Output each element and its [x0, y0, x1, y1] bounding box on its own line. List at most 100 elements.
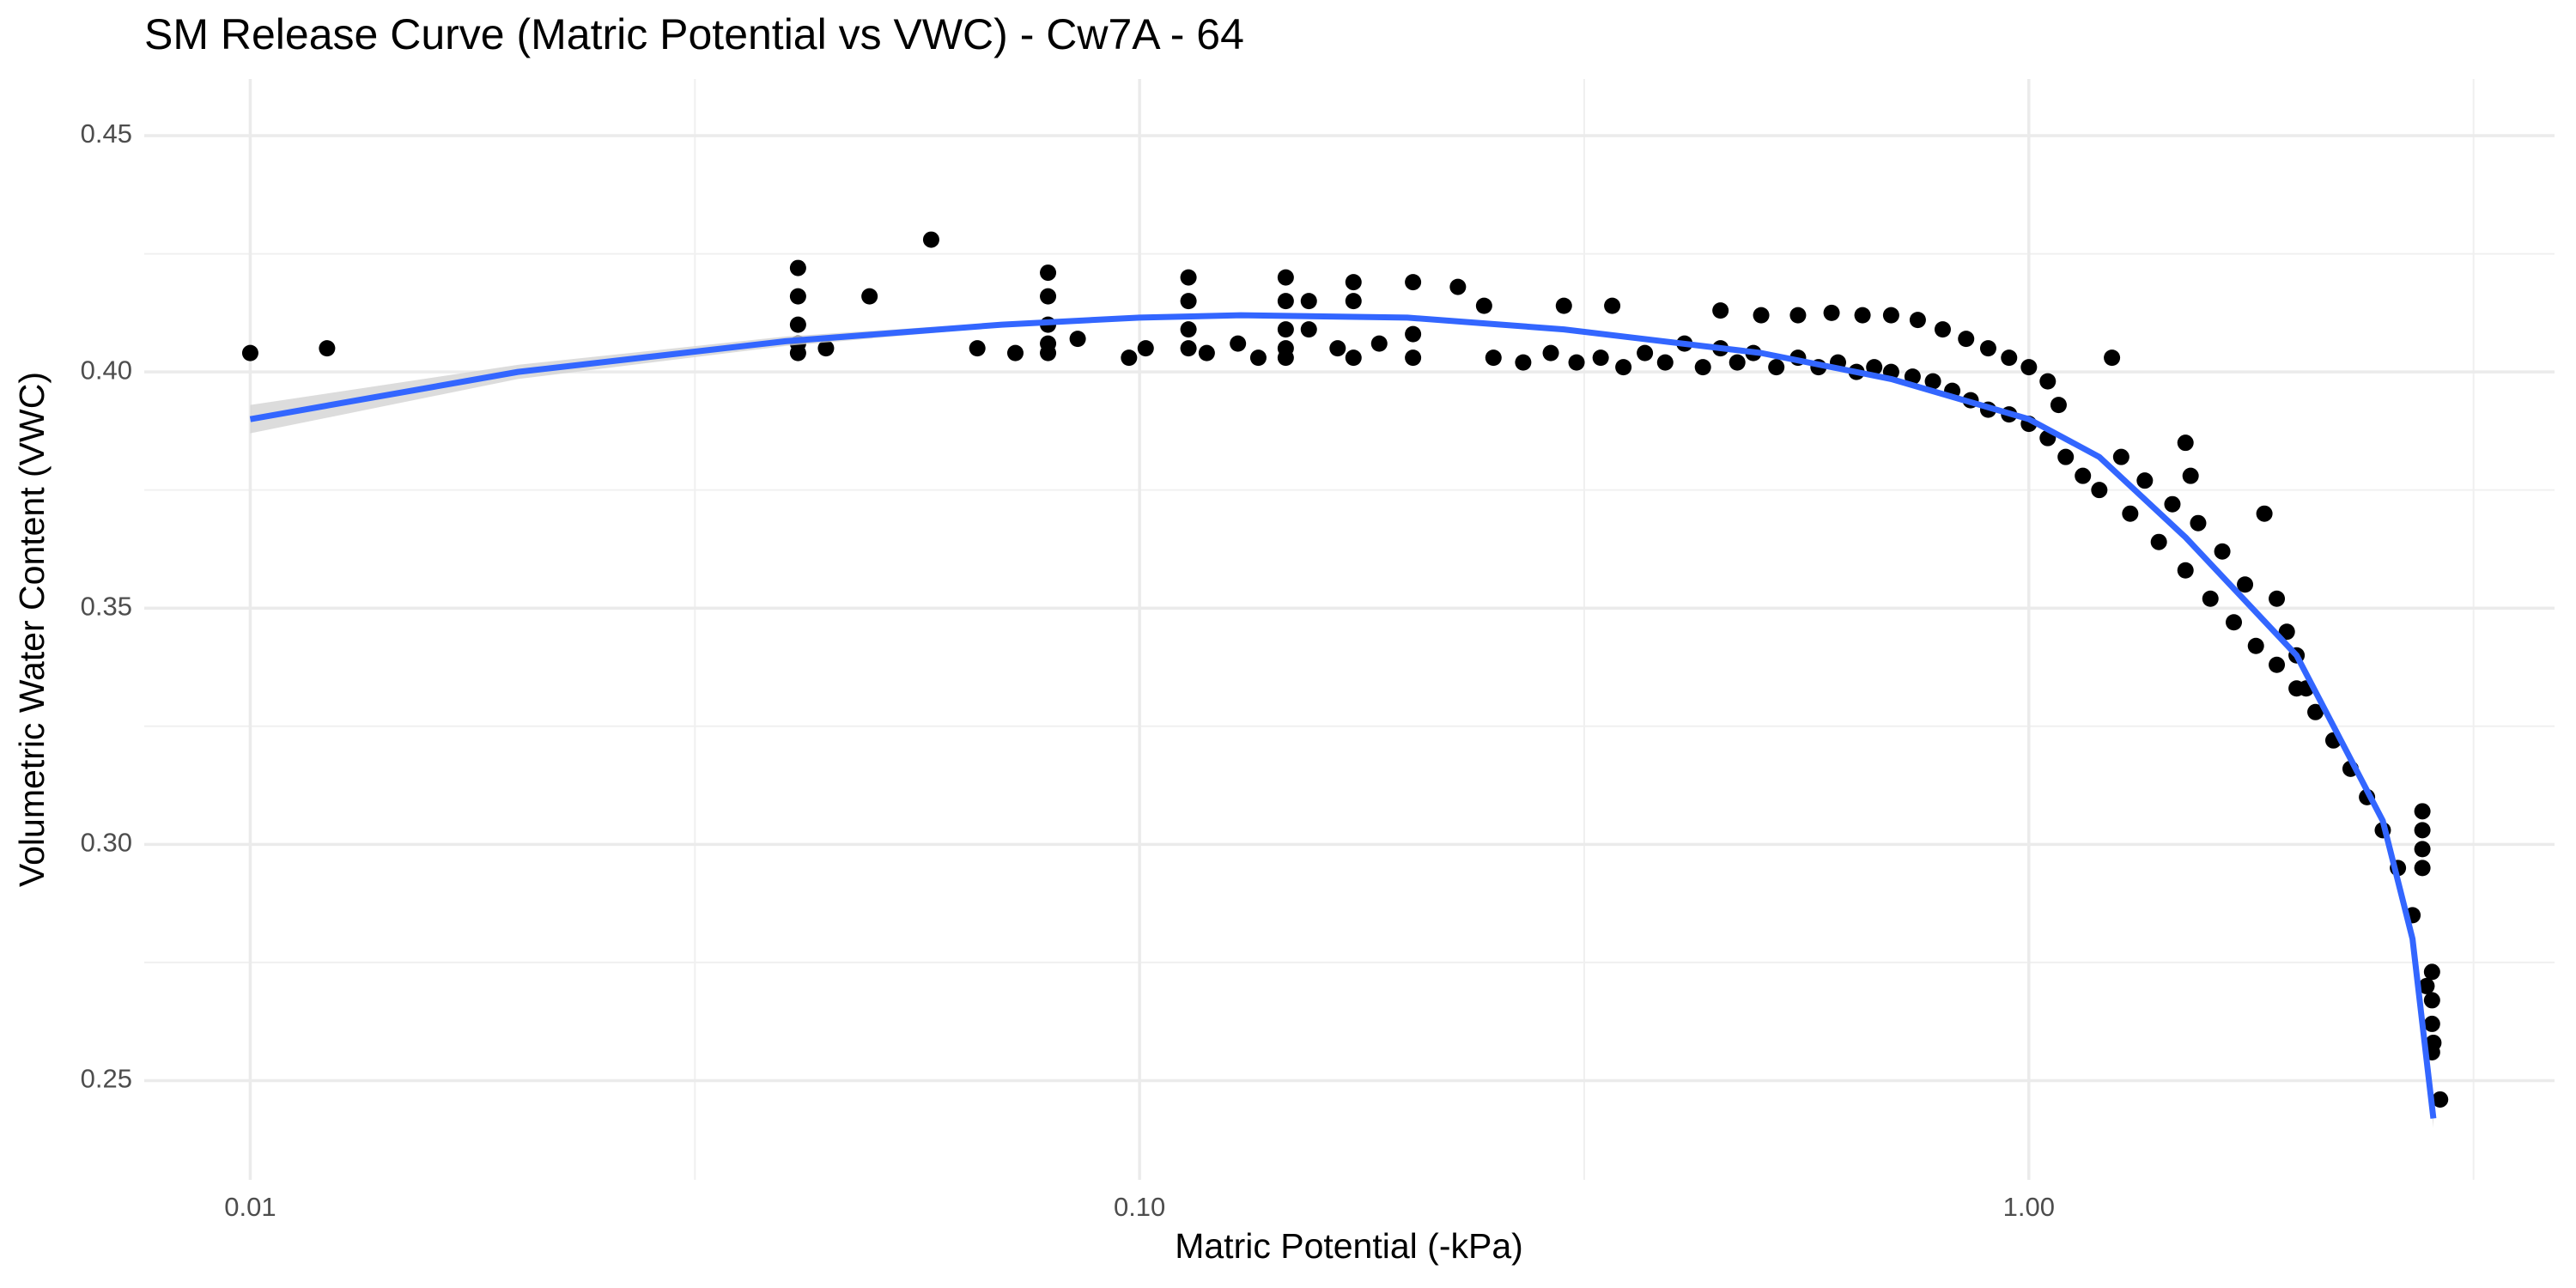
- data-point: [1249, 349, 1267, 367]
- data-point: [1694, 359, 1711, 376]
- data-point: [1823, 304, 1840, 321]
- data-point: [2177, 434, 2194, 452]
- data-point: [1882, 307, 1899, 324]
- data-point: [1866, 359, 1883, 376]
- data-point: [319, 340, 336, 357]
- x-tick-label: 0.10: [1114, 1192, 1165, 1222]
- y-tick-label: 0.30: [81, 828, 132, 858]
- data-point: [1568, 354, 1585, 371]
- data-point: [1405, 274, 1422, 291]
- y-tick-label: 0.35: [81, 591, 132, 621]
- data-point: [1198, 344, 1215, 361]
- data-point: [1958, 331, 1975, 348]
- data-point: [789, 259, 806, 276]
- data-point: [2164, 495, 2181, 513]
- data-point: [1345, 274, 1362, 291]
- x-tick-label: 1.00: [2003, 1192, 2055, 1222]
- data-point: [1277, 269, 1294, 286]
- fit-line: [249, 312, 2437, 1119]
- data-point: [2057, 448, 2075, 465]
- data-point: [2214, 543, 2231, 560]
- data-point: [2226, 614, 2243, 631]
- data-point: [2039, 373, 2057, 390]
- data-point: [1006, 344, 1024, 361]
- data-point: [817, 340, 835, 357]
- data-point: [1904, 368, 1921, 386]
- data-point: [1040, 264, 1057, 282]
- data-point: [1180, 321, 1197, 338]
- data-point: [2237, 576, 2254, 593]
- data-point: [1728, 354, 1746, 371]
- y-tick-label: 0.40: [81, 355, 132, 385]
- data-point: [2104, 349, 2121, 367]
- data-point: [1656, 354, 1674, 371]
- y-tick-label: 0.25: [81, 1064, 132, 1094]
- data-point: [2182, 467, 2199, 484]
- data-point: [1924, 373, 1941, 390]
- data-point: [1979, 340, 1996, 357]
- data-point: [1637, 344, 1654, 361]
- data-point: [2423, 992, 2440, 1009]
- data-point: [789, 288, 806, 305]
- data-point: [1040, 288, 1057, 305]
- data-point: [2075, 467, 2092, 484]
- y-axis-title: Volumetric Water Content (VWC): [12, 372, 52, 887]
- data-point: [1180, 269, 1197, 286]
- data-point: [241, 344, 258, 361]
- data-point: [2050, 397, 2067, 414]
- data-point: [2414, 841, 2431, 858]
- data-point: [2278, 623, 2295, 641]
- data-point: [1934, 321, 1951, 338]
- data-point: [1604, 297, 1621, 314]
- data-point: [2307, 703, 2324, 720]
- chart-title: SM Release Curve (Matric Potential vs VW…: [144, 10, 1244, 58]
- data-point: [1789, 307, 1807, 324]
- data-point: [1370, 335, 1388, 352]
- data-point: [2136, 472, 2154, 489]
- data-point: [1768, 359, 1785, 376]
- data-point: [789, 344, 806, 361]
- data-point: [1230, 335, 1247, 352]
- data-point: [2122, 505, 2139, 522]
- data-point: [2190, 514, 2207, 532]
- data-point: [2112, 448, 2129, 465]
- data-point: [1137, 340, 1154, 357]
- data-point: [1180, 293, 1197, 310]
- data-point: [2150, 533, 2167, 550]
- data-point: [1712, 302, 1729, 319]
- data-point: [1405, 349, 1422, 367]
- data-point: [2418, 977, 2435, 994]
- data-point: [1300, 293, 1317, 310]
- data-point: [1277, 321, 1294, 338]
- y-tick-label: 0.45: [81, 118, 132, 149]
- data-point: [1345, 293, 1362, 310]
- data-point: [1542, 344, 1559, 361]
- data-point: [1069, 331, 1086, 348]
- data-point: [2414, 860, 2431, 877]
- data-point: [922, 231, 939, 248]
- data-point: [1405, 325, 1422, 343]
- data-point: [1854, 307, 1871, 324]
- data-point: [1615, 359, 1632, 376]
- data-point: [1121, 349, 1138, 367]
- data-point: [1592, 349, 1609, 367]
- data-point: [2256, 505, 2273, 522]
- data-point: [1040, 344, 1057, 361]
- data-point: [1277, 349, 1294, 367]
- data-point: [1449, 278, 1467, 295]
- data-point: [2001, 349, 2018, 367]
- data-point: [2247, 637, 2264, 654]
- data-point: [1485, 349, 1502, 367]
- data-point: [2414, 822, 2431, 839]
- data-point: [1909, 312, 1926, 329]
- data-point: [2414, 803, 2431, 820]
- data-point: [1555, 297, 1572, 314]
- confidence-band: [250, 313, 2433, 1128]
- data-point: [969, 340, 986, 357]
- data-point: [1329, 340, 1346, 357]
- data-point: [789, 316, 806, 333]
- data-point: [2423, 1015, 2440, 1032]
- data-point: [1277, 293, 1294, 310]
- data-point: [2432, 1091, 2449, 1108]
